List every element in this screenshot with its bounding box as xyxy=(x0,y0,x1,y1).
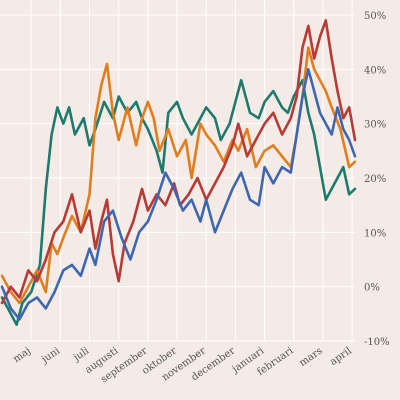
y-tick-label: 40% xyxy=(364,65,386,76)
x-tick-label: april xyxy=(328,345,354,368)
x-tick-label: mars xyxy=(298,345,325,369)
y-tick-label: 0% xyxy=(364,283,380,294)
series-group xyxy=(0,19,357,326)
y-tick-label: 20% xyxy=(364,174,386,185)
series-line-4 xyxy=(0,68,357,321)
x-axis-ticks: maj juni juliaugustiseptemberoktobernovemb… xyxy=(11,345,353,385)
y-axis-ticks: 50% 40% 30% 20% 10% 0% -10% xyxy=(364,11,390,348)
y-tick-label: -10% xyxy=(364,337,390,348)
x-tick-label: maj xyxy=(11,345,33,365)
series-line-3 xyxy=(0,19,357,305)
series-line-2 xyxy=(0,46,357,305)
y-tick-label: 50% xyxy=(364,11,386,22)
y-tick-label: 30% xyxy=(364,120,386,131)
x-tick-label: juni xyxy=(39,345,62,366)
y-tick-label: 10% xyxy=(364,228,386,239)
series-line-1 xyxy=(0,78,357,326)
grid xyxy=(0,0,355,342)
x-tick-label: juli xyxy=(71,345,91,364)
